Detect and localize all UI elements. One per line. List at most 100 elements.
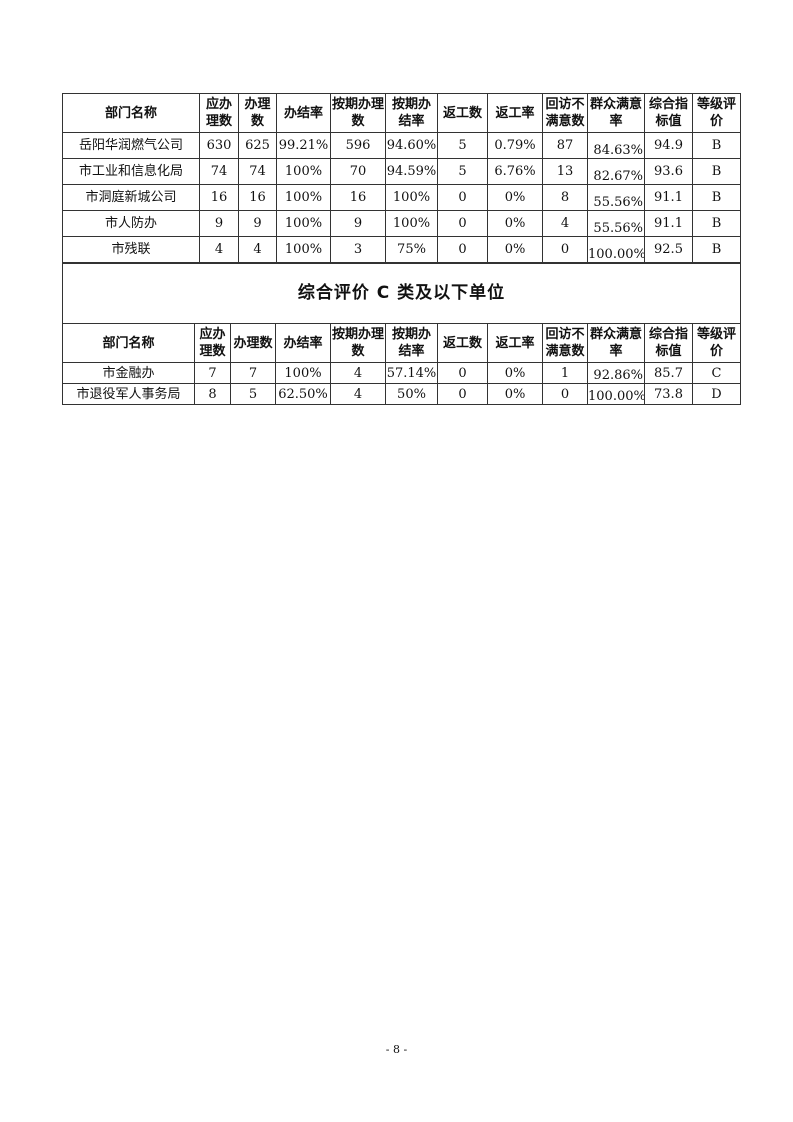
- department-name: 市洞庭新城公司: [62, 184, 200, 211]
- table-cell: 62.50%: [275, 383, 331, 405]
- table-row: 岳阳华润燃气公司 630 625 99.21% 596 94.60% 5 0.79% 87 84.…: [62, 132, 741, 159]
- column-header: 应办理数: [194, 323, 231, 363]
- table-row: 市人防办 9 9 100% 9 100% 0 0% 4 55.56% 91.1 B: [62, 210, 741, 237]
- table-cell: 73.8: [644, 383, 693, 405]
- table-cell: 9: [199, 210, 239, 237]
- table-row: 市退役军人事务局 8 5 62.50% 4 50% 0 0% 0 100.00% 73.8 D: [62, 383, 742, 405]
- table-cell: 4: [199, 236, 239, 263]
- column-header: 返工率: [487, 93, 543, 133]
- table-cell: 16: [330, 184, 386, 211]
- column-header: 群众满意率: [587, 93, 645, 133]
- table-cell: 99.21%: [276, 132, 331, 159]
- table-cell: 100%: [276, 158, 331, 185]
- table-cell: 100%: [275, 362, 331, 384]
- column-header: 返工数: [437, 93, 488, 133]
- table-cell: 0%: [487, 383, 543, 405]
- table-cell: 4: [542, 210, 588, 237]
- table-cell: 4: [330, 383, 386, 405]
- table-cell: 0.79%: [487, 132, 543, 159]
- table-cell: 100%: [276, 210, 331, 237]
- column-header: 返工率: [487, 323, 543, 363]
- table-cell: 0: [437, 383, 488, 405]
- table-cell: 0: [437, 236, 488, 263]
- table-cell: 16: [199, 184, 239, 211]
- column-header: 按期办理数: [330, 323, 386, 363]
- table-cell: 94.59%: [385, 158, 438, 185]
- table-cell: 8: [542, 184, 588, 211]
- table-cell: 0%: [487, 236, 543, 263]
- column-header: 按期办结率: [385, 323, 438, 363]
- table-cell: 100%: [385, 210, 438, 237]
- table-cell: 100.00%: [587, 236, 645, 263]
- table-row: 市金融办 7 7 100% 4 57.14% 0 0% 1 92.86% 85.7 C: [62, 362, 742, 384]
- table-cell: 9: [330, 210, 386, 237]
- column-header: 办结率: [276, 93, 331, 133]
- table-cell: 55.56%: [587, 184, 645, 211]
- table-cell: 9: [238, 210, 277, 237]
- column-header: 部门名称: [62, 323, 195, 363]
- table-cell: B: [692, 184, 741, 211]
- table-cell: 91.1: [644, 184, 693, 211]
- column-header: 按期办结率: [385, 93, 438, 133]
- table-cell: 100%: [276, 184, 331, 211]
- column-header: 办理数: [230, 323, 276, 363]
- table-cell: 6.76%: [487, 158, 543, 185]
- table-row: 市洞庭新城公司 16 16 100% 16 100% 0 0% 8 55.56% 91.1 B: [62, 184, 741, 211]
- table-cell: 3: [330, 236, 386, 263]
- department-name: 市残联: [62, 236, 200, 263]
- table-cell: B: [692, 236, 741, 263]
- column-header: 回访不满意数: [542, 323, 588, 363]
- table-cell: 596: [330, 132, 386, 159]
- column-header: 等级评价: [691, 323, 742, 363]
- header-row: 部门名称 应办理数 办理数 办结率 按期办理数 按期办结率 返工数 返工率 回访不满意数 群众满意…: [62, 93, 741, 133]
- column-header: 按期办理数: [330, 93, 386, 133]
- table-cell: 0: [437, 362, 488, 384]
- table-cell: 100%: [276, 236, 331, 263]
- table-cell: 8: [194, 383, 231, 405]
- table-cell: 92.86%: [587, 362, 645, 384]
- table-cell: C: [691, 362, 742, 384]
- table-cell: 93.6: [644, 158, 693, 185]
- table-cell: 630: [199, 132, 239, 159]
- page-number: - 8 -: [385, 1043, 408, 1056]
- department-name: 市工业和信息化局: [62, 158, 200, 185]
- table-cell: 5: [437, 158, 488, 185]
- table-cell: 7: [230, 362, 276, 384]
- table-cell: 13: [542, 158, 588, 185]
- column-header: 部门名称: [62, 93, 200, 133]
- table-cell: 625: [238, 132, 277, 159]
- column-header: 办理数: [238, 93, 277, 133]
- column-header: 综合指标值: [644, 93, 693, 133]
- table-cell: 70: [330, 158, 386, 185]
- column-header: 等级评价: [692, 93, 741, 133]
- table-cell: 0%: [487, 210, 543, 237]
- table-cell: 0: [542, 236, 588, 263]
- table-cell: 0: [437, 210, 488, 237]
- table-cell: 57.14%: [385, 362, 438, 384]
- table-cell: 50%: [385, 383, 438, 405]
- section-title: 综合评价 C 类及以下单位: [61, 263, 742, 324]
- table-cell: 0: [437, 184, 488, 211]
- table-cell: 92.5: [644, 236, 693, 263]
- table-cell: 85.7: [644, 362, 693, 384]
- table-cell: 84.63%: [587, 132, 645, 159]
- department-name: 市金融办: [62, 362, 195, 384]
- table-cell: 0: [542, 383, 588, 405]
- column-header: 返工数: [437, 323, 488, 363]
- department-name: 岳阳华润燃气公司: [62, 132, 200, 159]
- table-cell: B: [692, 210, 741, 237]
- table-cell: 100%: [385, 184, 438, 211]
- table-cell: 55.56%: [587, 210, 645, 237]
- table-cell: 4: [330, 362, 386, 384]
- table-cell: 82.67%: [587, 158, 645, 185]
- table-cell: 7: [194, 362, 231, 384]
- table-cell: 75%: [385, 236, 438, 263]
- table-cell: 94.60%: [385, 132, 438, 159]
- header-row: 部门名称 应办理数 办理数 办结率 按期办理数 按期办结率 返工数 返工率 回访不满意数 群众满意…: [62, 323, 742, 363]
- table-cell: 74: [238, 158, 277, 185]
- table-cell: 0%: [487, 362, 543, 384]
- column-header: 群众满意率: [587, 323, 645, 363]
- column-header: 综合指标值: [644, 323, 693, 363]
- table-cell: D: [691, 383, 742, 405]
- table-cell: B: [692, 158, 741, 185]
